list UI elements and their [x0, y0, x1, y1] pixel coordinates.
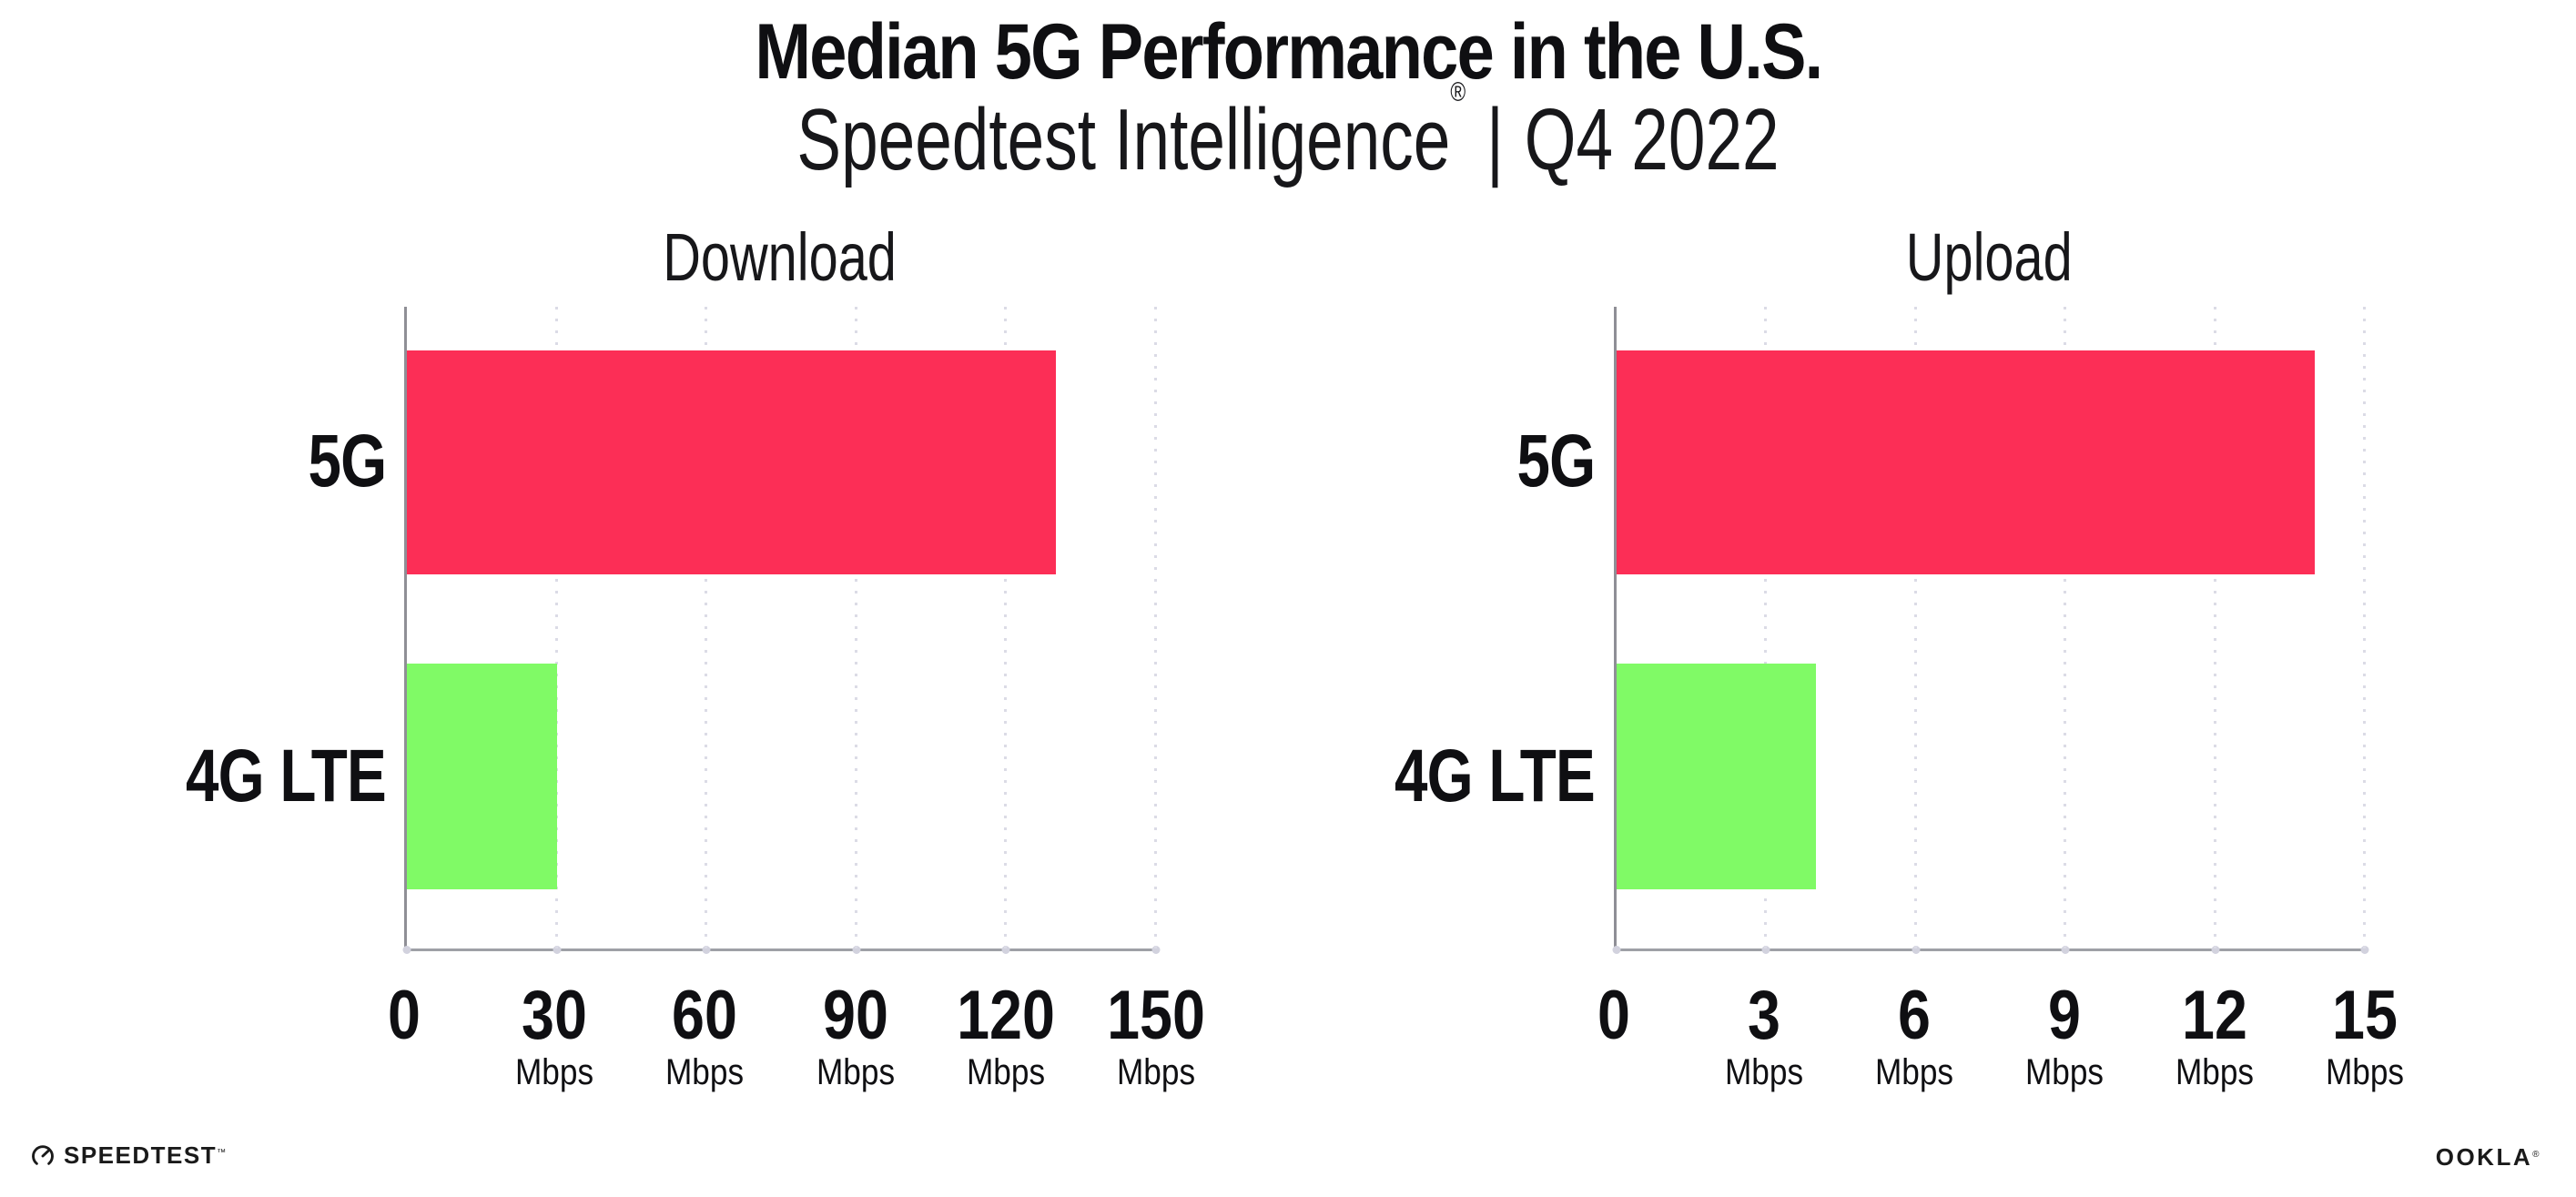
x-tick-unit: Mbps [1874, 1052, 1954, 1092]
category-label-4g-lte: 4G LTE [0, 735, 387, 817]
download-x-axis-ticks: 0 30 Mbps 60 Mbps 90 Mbps 120 Mbps 150 Mbps [388, 977, 1205, 1125]
upload-plot-area [1612, 307, 2369, 954]
download-chart: Download 5G 4G LTE 0 30 Mbps 60 Mbps 90 Mbps 12… [0, 224, 1205, 1125]
registered-symbol: ® [1450, 77, 1466, 107]
bar-5g [407, 350, 1057, 574]
speedtest-gauge-icon [32, 1144, 54, 1165]
subtitle-separator: | [1486, 91, 1504, 188]
x-tick-150: 150 Mbps [1099, 977, 1214, 1093]
gridline-30 [554, 307, 558, 948]
upload-chart-title: Upload [1614, 224, 2365, 291]
axis-tick-dot-30 [553, 946, 562, 954]
axis-tick-dot-0 [1612, 946, 1621, 954]
x-tick-value: 6 [1898, 977, 1931, 1054]
x-tick-unit: Mbps [1724, 1052, 1804, 1092]
x-tick-value: 60 [672, 977, 738, 1054]
download-chart-title-text: Download [663, 219, 898, 295]
ookla-wordmark: OOKLA® [2436, 1143, 2541, 1172]
x-tick-value: 150 [1107, 977, 1205, 1054]
x-tick-value: 90 [822, 977, 888, 1054]
axis-tick-dot-15 [2360, 946, 2369, 954]
x-tick-value: 9 [2048, 977, 2081, 1054]
x-tick-6: 6 Mbps [1870, 977, 1959, 1093]
axis-tick-dot-9 [2061, 946, 2070, 954]
category-label-5g-text: 5G [1516, 420, 1596, 502]
x-tick-9: 9 Mbps [2020, 977, 2109, 1093]
gridline-60 [705, 307, 708, 948]
category-label-4g-lte-text: 4G LTE [1394, 735, 1596, 817]
gridline-120 [1004, 307, 1008, 948]
x-tick-value: 15 [2332, 977, 2398, 1054]
category-label-5g: 5G [1288, 420, 1596, 502]
bar-4g-lte [407, 664, 557, 889]
speedtest-wordmark: SPEEDTEST™ [64, 1141, 228, 1170]
axis-tick-dot-150 [1151, 946, 1161, 954]
x-tick-unit: Mbps [966, 1052, 1045, 1092]
x-tick-0: 0 [385, 979, 423, 1052]
x-tick-value: 0 [388, 977, 421, 1054]
axis-tick-dot-120 [1001, 946, 1010, 954]
x-tick-value: 120 [956, 977, 1055, 1054]
page-subtitle: Speedtest Intelligence® | Q4 2022 [0, 79, 2576, 188]
x-tick-unit: Mbps [2024, 1052, 2104, 1092]
category-label-4g-lte-text: 4G LTE [186, 735, 387, 817]
x-tick-30: 30 Mbps [510, 977, 599, 1093]
bar-5g [1617, 350, 2316, 574]
axis-tick-dot-0 [402, 946, 411, 954]
upload-chart: Upload 5G 4G LTE 0 3 Mbps 6 Mbps 9 Mbps 12 Mbps 1… [1288, 0, 2576, 1197]
subtitle-brand: Speedtest Intelligence [796, 91, 1451, 188]
x-tick-unit: Mbps [515, 1052, 594, 1092]
gridline-3 [1764, 307, 1768, 948]
x-tick-unit: Mbps [2175, 1052, 2255, 1092]
x-tick-12: 12 Mbps [2170, 977, 2259, 1093]
speedtest-logo: SPEEDTEST™ [31, 1141, 228, 1170]
category-label-5g: 5G [0, 420, 387, 502]
category-label-4g-lte: 4G LTE [1288, 735, 1596, 817]
gridline-6 [1913, 307, 1917, 948]
x-tick-90: 90 Mbps [811, 977, 900, 1093]
x-tick-value: 30 [522, 977, 588, 1054]
axis-tick-dot-90 [852, 946, 861, 954]
axis-tick-dot-12 [2211, 946, 2220, 954]
x-tick-60: 60 Mbps [660, 977, 749, 1093]
gridline-15 [2363, 307, 2366, 948]
bar-4g-lte [1617, 664, 1817, 889]
gridline-90 [854, 307, 857, 948]
x-tick-3: 3 Mbps [1719, 977, 1809, 1093]
page-title: Median 5G Performance in the U.S. [0, 13, 2576, 91]
gridline-12 [2213, 307, 2216, 948]
registered-symbol: ® [2532, 1150, 2541, 1160]
x-tick-value: 0 [1597, 977, 1630, 1054]
x-tick-0: 0 [1595, 979, 1633, 1052]
page-subtitle-text: Speedtest Intelligence® | Q4 2022 [796, 79, 1779, 188]
axis-tick-dot-3 [1761, 946, 1770, 954]
gridline-150 [1154, 307, 1157, 948]
axis-tick-dot-60 [702, 946, 711, 954]
upload-chart-title-text: Upload [1906, 219, 2073, 295]
x-tick-unit: Mbps [1116, 1052, 1196, 1092]
upload-x-axis-ticks: 0 3 Mbps 6 Mbps 9 Mbps 12 Mbps 15 Mbps [1597, 977, 2404, 1125]
page-title-text: Median 5G Performance in the U.S. [754, 8, 1823, 96]
trademark-symbol: ™ [217, 1148, 228, 1158]
category-label-5g-text: 5G [308, 420, 387, 502]
download-plot-area [402, 307, 1161, 954]
x-tick-value: 12 [2182, 977, 2247, 1054]
download-chart-title: Download [404, 224, 1156, 291]
x-tick-15: 15 Mbps [2320, 977, 2409, 1093]
gridline-9 [2064, 307, 2067, 948]
ookla-logo: OOKLA® [2436, 1143, 2541, 1172]
x-tick-unit: Mbps [816, 1052, 895, 1092]
x-tick-unit: Mbps [665, 1052, 745, 1092]
subtitle-period: Q4 2022 [1524, 91, 1780, 188]
ookla-wordmark-text: OOKLA [2435, 1143, 2533, 1171]
speedtest-wordmark-text: SPEEDTEST [64, 1141, 218, 1169]
x-tick-120: 120 Mbps [948, 977, 1063, 1093]
x-tick-value: 3 [1748, 977, 1780, 1054]
x-tick-unit: Mbps [2325, 1052, 2405, 1092]
axis-tick-dot-6 [1912, 946, 1921, 954]
